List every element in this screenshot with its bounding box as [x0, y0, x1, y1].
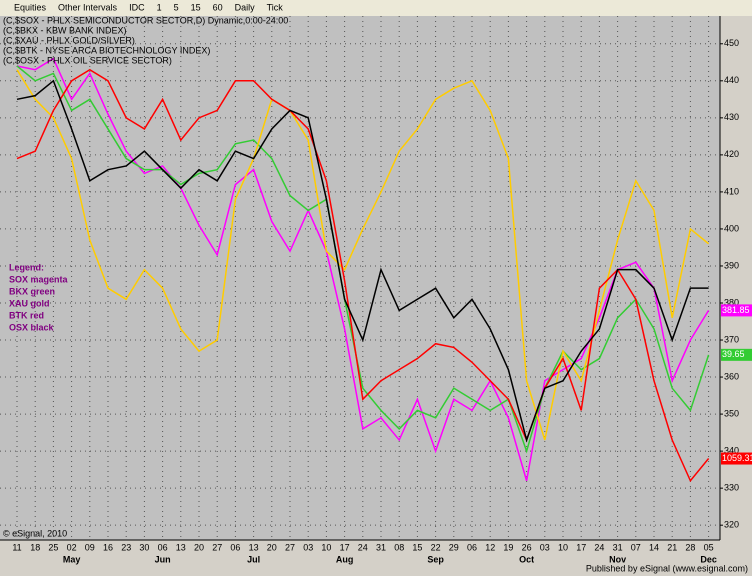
header-line: (C,$BTK - NYSE ARCA BIOTECHNOLOGY INDEX): [3, 45, 210, 55]
x-axis-area: [0, 540, 752, 576]
x-tick-label: 19: [503, 542, 513, 552]
y-tick-label: 360: [724, 371, 739, 381]
x-tick-label: 22: [431, 542, 441, 552]
toolbar-button[interactable]: IDC: [129, 2, 145, 12]
legend-line: BTK red: [9, 310, 44, 320]
y-tick-label: 350: [724, 408, 739, 418]
x-tick-label: 31: [613, 542, 623, 552]
x-tick-label: 26: [522, 542, 532, 552]
y-tick-label: 320: [724, 520, 739, 530]
x-tick-label: 06: [230, 542, 240, 552]
toolbar-button[interactable]: 1: [157, 2, 162, 12]
x-tick-label: 20: [267, 542, 277, 552]
toolbar-button[interactable]: 60: [213, 2, 223, 12]
legend-line: SOX magenta: [9, 274, 69, 284]
last-value-box: [721, 348, 752, 361]
x-tick-label: 09: [85, 542, 95, 552]
x-tick-label: 07: [631, 542, 641, 552]
x-tick-label: 03: [303, 542, 313, 552]
x-tick-label: 16: [103, 542, 113, 552]
month-label: Aug: [336, 554, 354, 564]
x-tick-label: 17: [576, 542, 586, 552]
y-tick-label: 370: [724, 334, 739, 344]
y-tick-label: 450: [724, 38, 739, 48]
x-tick-label: 08: [394, 542, 404, 552]
toolbar: [0, 0, 752, 16]
x-tick-label: 27: [212, 542, 222, 552]
last-value-box: [721, 452, 752, 465]
x-tick-label: 23: [121, 542, 131, 552]
x-tick-label: 29: [449, 542, 459, 552]
legend-line: BKX green: [9, 286, 55, 296]
x-tick-label: 24: [358, 542, 368, 552]
plot-area: [0, 16, 720, 540]
x-tick-label: 06: [467, 542, 477, 552]
x-tick-label: 31: [376, 542, 386, 552]
last-value-label: 1059.31: [722, 453, 752, 463]
x-tick-label: 05: [704, 542, 714, 552]
legend-line: Legend:: [9, 262, 44, 272]
series-line: [16, 79, 709, 443]
header-line: (C,$XAU - PHLX GOLD/SILVER): [3, 35, 135, 45]
x-tick-label: 10: [558, 542, 568, 552]
month-label: Oct: [519, 554, 534, 564]
toolbar-button[interactable]: 5: [174, 2, 179, 12]
header-line: (C,$OSX - PHLX OIL SERVICE SECTOR): [3, 55, 172, 65]
x-tick-label: 13: [176, 542, 186, 552]
x-tick-label: 13: [249, 542, 259, 552]
x-tick-label: 27: [285, 542, 295, 552]
series-line: [16, 65, 710, 454]
month-label: Jun: [155, 554, 171, 564]
footer: Published by eSignal (www.esignal.com): [586, 563, 748, 573]
x-tick-label: 17: [340, 542, 350, 552]
legend-line: XAU gold: [9, 298, 50, 308]
x-tick-label: 11: [12, 542, 21, 552]
toolbar-button[interactable]: Tick: [267, 2, 284, 12]
month-label: Dec: [700, 554, 717, 564]
x-tick-label: 02: [67, 542, 77, 552]
x-tick-label: 28: [685, 542, 695, 552]
copyright: © eSignal, 2010: [3, 528, 67, 538]
x-tick-label: 24: [594, 542, 604, 552]
y-tick-label: 420: [724, 149, 739, 159]
x-tick-label: 18: [30, 542, 40, 552]
x-tick-label: 06: [158, 542, 168, 552]
x-tick-label: 14: [649, 542, 659, 552]
x-tick-label: 10: [321, 542, 331, 552]
toolbar-button[interactable]: Daily: [235, 2, 256, 12]
y-tick-label: 340: [724, 445, 739, 455]
y-tick-label: 390: [724, 260, 739, 270]
last-value-label: 39.65: [722, 349, 745, 359]
toolbar-button[interactable]: Equities: [14, 2, 47, 12]
toolbar-button[interactable]: 15: [191, 2, 201, 12]
x-tick-label: 03: [540, 542, 550, 552]
x-tick-label: 15: [412, 542, 422, 552]
last-value-box: [721, 304, 752, 317]
y-tick-label: 330: [724, 483, 739, 493]
y-tick-label: 400: [724, 223, 739, 233]
series-line: [16, 68, 710, 483]
x-tick-label: 20: [194, 542, 204, 552]
month-label: Jul: [247, 554, 260, 564]
month-label: May: [63, 554, 81, 564]
x-tick-label: 30: [139, 542, 149, 552]
x-tick-label: 25: [48, 542, 58, 552]
header-line: (C,$SOX - PHLX SEMICONDUCTOR SECTOR,D) D…: [3, 15, 288, 25]
month-label: Sep: [427, 554, 444, 564]
y-tick-label: 430: [724, 112, 739, 122]
legend-line: OSX black: [9, 322, 55, 332]
last-value-label: 381.85: [722, 305, 750, 315]
x-tick-label: 12: [485, 542, 495, 552]
header-line: (C,$BKX - KBW BANK INDEX): [3, 25, 127, 35]
y-tick-label: 410: [724, 186, 739, 196]
toolbar-button[interactable]: Other Intervals: [58, 2, 118, 12]
month-label: Nov: [609, 554, 626, 564]
y-tick-label: 440: [724, 75, 739, 85]
y-tick-label: 380: [724, 297, 739, 307]
x-tick-label: 21: [667, 542, 677, 552]
